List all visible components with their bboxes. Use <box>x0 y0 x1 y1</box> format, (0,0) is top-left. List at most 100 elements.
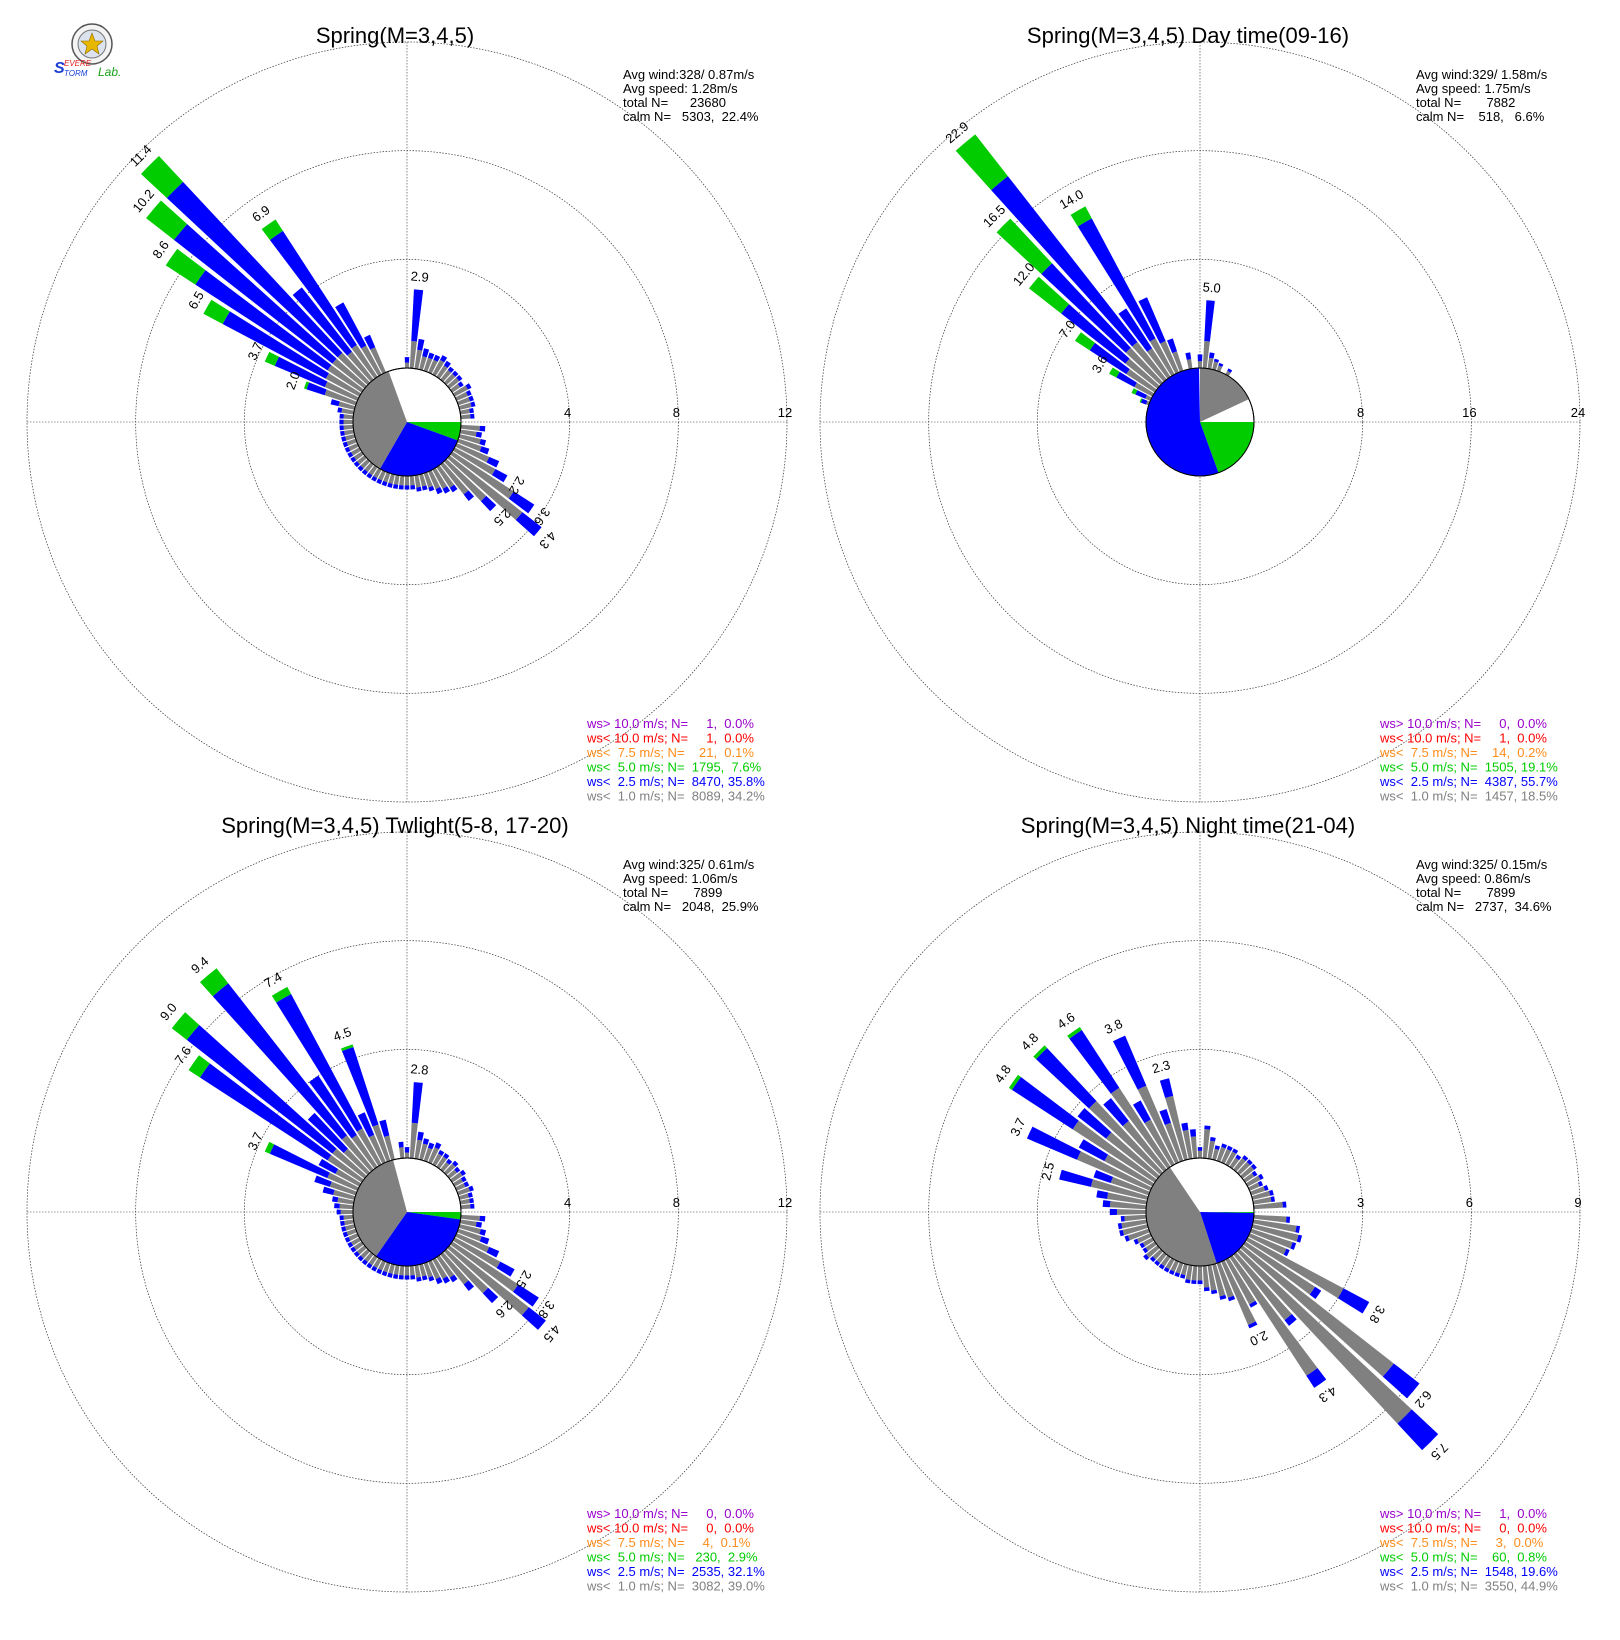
bar-value-label: 4.6 <box>1054 1009 1077 1032</box>
wind-bar-gray-segment <box>1202 340 1210 369</box>
wind-bar-gray-segment <box>337 352 371 386</box>
legend: ws> 10.0 m/s; N= 0, 0.0%ws< 10.0 m/s; N=… <box>1379 716 1558 804</box>
wind-bar-blue-segment <box>479 1236 490 1245</box>
wind-bar-blue-segment <box>1138 297 1166 344</box>
wind-bar-gray-segment <box>327 364 364 393</box>
wind-bar-blue-segment <box>339 419 344 425</box>
wind-bar <box>1202 1125 1211 1159</box>
wind-bar-gray-segment <box>1197 361 1203 369</box>
wind-bar-blue-segment <box>1143 1254 1150 1261</box>
stats-line: calm N= 2737, 34.6% <box>1416 899 1552 914</box>
wind-bar <box>1109 367 1155 397</box>
wind-bar-blue-segment <box>1258 1173 1264 1180</box>
wind-bar-gray-segment <box>452 1178 464 1187</box>
wind-bar-blue-segment <box>442 1276 451 1284</box>
wind-bar-blue-segment <box>422 348 430 358</box>
wind-bar <box>447 374 463 389</box>
wind-bar-blue-segment <box>515 512 542 537</box>
wind-bar <box>1243 1241 1322 1299</box>
wind-bar-blue-segment <box>353 461 360 468</box>
wind-bar-green-segment <box>188 1055 210 1078</box>
calm-pie <box>352 1157 462 1267</box>
wind-bar-blue-segment <box>269 1144 330 1179</box>
stats-line: total N= 23680 <box>623 95 726 110</box>
wind-bar <box>458 434 487 446</box>
wind-bar-gray-segment <box>428 1147 439 1164</box>
wind-bar-gray-segment <box>350 1237 362 1246</box>
wind-bar-gray-segment <box>1127 1228 1150 1241</box>
wind-bar <box>1158 1255 1171 1270</box>
wind-bar <box>1233 1155 1249 1172</box>
wind-bar-blue-segment <box>411 289 424 342</box>
wind-bar-blue-segment <box>339 413 344 419</box>
wind-bar-gray-segment <box>414 1264 421 1278</box>
wind-bar-blue-segment <box>1209 352 1215 359</box>
wind-bar <box>419 1263 428 1281</box>
ring <box>26 41 788 803</box>
wind-bar-blue-segment <box>339 425 344 431</box>
wind-bar <box>171 1012 367 1179</box>
wind-bar <box>1212 1263 1227 1300</box>
wind-bar <box>292 287 374 382</box>
wind-bar-gray-segment <box>1182 1129 1193 1160</box>
wind-bar-blue-segment <box>350 1246 357 1253</box>
wind-bar <box>347 1237 362 1248</box>
wind-bar-blue-segment <box>479 425 486 432</box>
wind-bar <box>423 472 435 492</box>
wind-bar <box>334 1203 354 1210</box>
wind-bar <box>271 986 382 1167</box>
wind-bar-gray-segment <box>1253 1201 1283 1210</box>
wind-bar-blue-segment <box>470 413 475 419</box>
wind-bar <box>452 383 472 397</box>
wind-bar-blue-segment <box>467 1192 473 1198</box>
wind-bar-blue-segment <box>427 352 435 360</box>
wind-bar-blue-segment <box>443 1153 450 1160</box>
pie-slice <box>352 371 407 469</box>
wind-bar <box>458 1192 473 1200</box>
wind-bar-gray-segment <box>343 414 354 420</box>
wind-bar <box>314 1175 357 1196</box>
wind-bar-gray-segment <box>339 1203 354 1210</box>
wind-bar <box>1240 1163 1257 1179</box>
wind-bar-blue-segment <box>357 465 364 472</box>
legend-entry: ws< 1.0 m/s; N= 1457, 18.5% <box>1379 789 1558 804</box>
wind-bar <box>398 1265 405 1280</box>
wind-bar <box>1229 1255 1327 1388</box>
bar-value-label: 3.7 <box>245 340 266 363</box>
wind-bar-gray-segment <box>1245 1237 1344 1299</box>
wind-bar <box>340 1044 391 1162</box>
wind-bar-gray-segment <box>1233 1158 1246 1172</box>
wind-bar-gray-segment <box>443 373 456 386</box>
ring <box>819 41 1581 803</box>
chart-title: Spring(M=3,4,5) Twlight(5-8, 17-20) <box>221 813 568 838</box>
wind-bar-gray-segment <box>1122 1224 1149 1236</box>
wind-bar <box>1250 1228 1297 1250</box>
wind-bar-blue-segment <box>1189 1129 1197 1137</box>
wind-bar <box>366 465 378 479</box>
wind-bar-green-segment <box>1131 388 1138 395</box>
wind-bar <box>457 1228 490 1245</box>
wind-bar-gray-segment <box>378 470 386 481</box>
wind-bar <box>1253 1214 1291 1223</box>
wind-bar-blue-segment <box>410 1275 416 1280</box>
legend-entry: ws> 10.0 m/s; N= 0, 0.0% <box>1379 716 1547 731</box>
wind-bar-gray-segment <box>1197 1265 1203 1281</box>
wind-bar-gray-segment <box>455 1233 490 1253</box>
wind-bar-blue-segment <box>508 491 535 514</box>
wind-bar <box>1216 362 1224 372</box>
wind-bar <box>1225 1257 1258 1308</box>
wind-bar-blue-segment <box>421 485 428 491</box>
pie-slice <box>1200 1212 1254 1264</box>
wind-bar-blue-segment <box>456 374 463 382</box>
wind-bar-gray-segment <box>351 344 378 379</box>
wind-bar <box>1093 1170 1150 1196</box>
wind-bar-gray-segment <box>1117 1209 1147 1215</box>
wind-bar <box>1154 1252 1167 1266</box>
svg-text:Lab.: Lab. <box>98 65 121 79</box>
wind-bar <box>1248 1180 1264 1191</box>
wind-bar <box>1067 1026 1171 1169</box>
wind-bar <box>398 1141 405 1159</box>
wind-bar-gray-segment <box>440 1161 450 1172</box>
stats-line: Avg speed: 1.28m/s <box>623 81 738 96</box>
